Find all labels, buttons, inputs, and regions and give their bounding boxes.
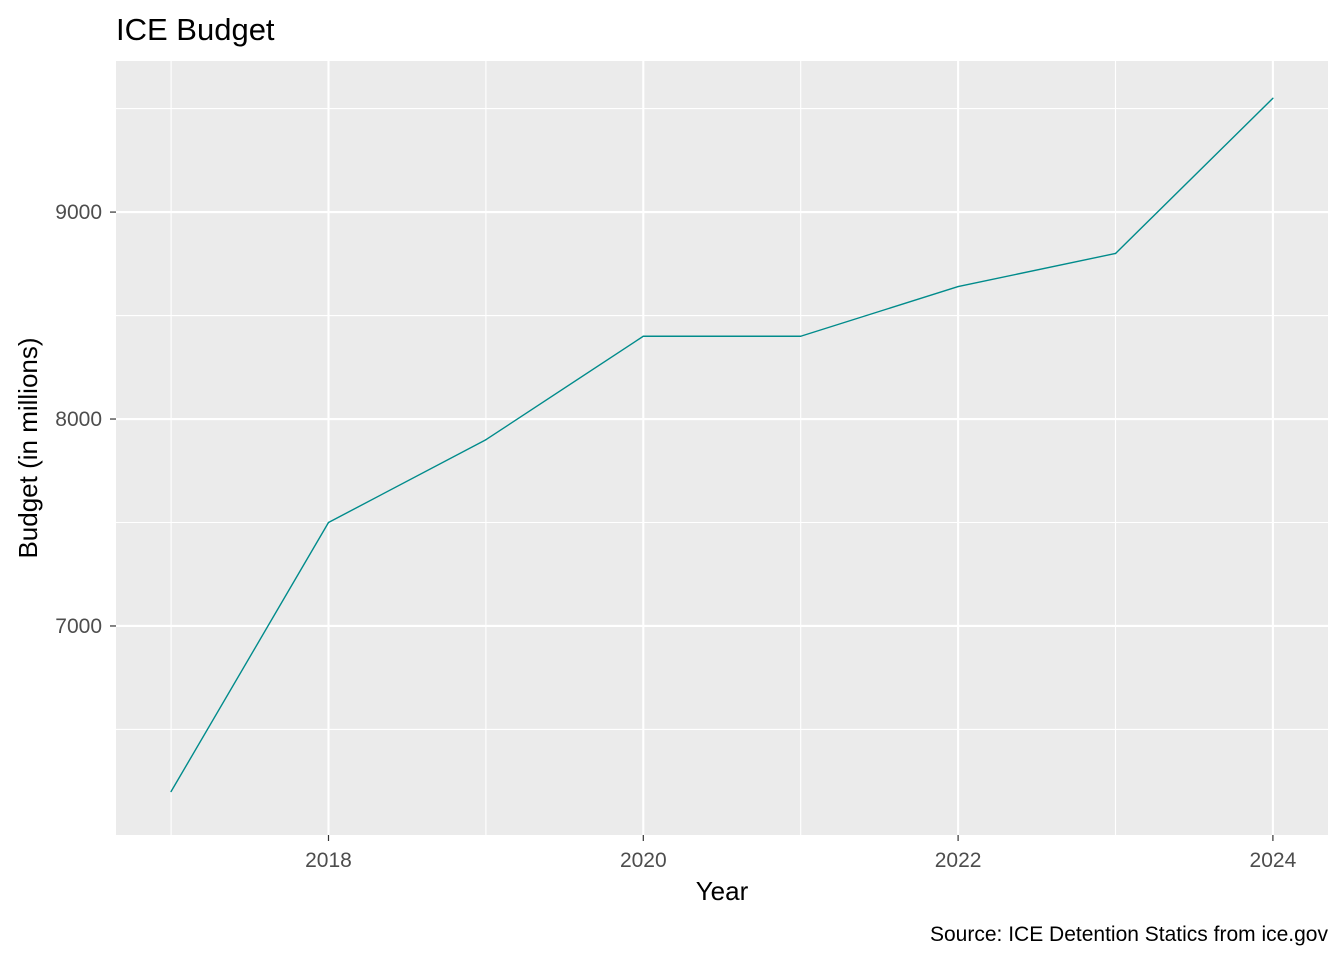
x-tick-label: 2022 bbox=[935, 849, 982, 872]
major-gridlines bbox=[116, 61, 1328, 835]
y-tick-label: 7000 bbox=[55, 615, 102, 638]
x-tick-label: 2024 bbox=[1250, 849, 1297, 872]
budget-line-segment bbox=[1114, 97, 1274, 255]
budget-line-segment bbox=[170, 521, 330, 793]
y-tick-label: 8000 bbox=[55, 408, 102, 431]
chart-caption: Source: ICE Detention Statics from ice.g… bbox=[930, 923, 1329, 946]
budget-line-segment bbox=[327, 439, 487, 524]
x-tick-label: 2020 bbox=[620, 849, 667, 872]
y-axis: 7000 8000 9000 bbox=[55, 201, 116, 638]
x-axis-title: Year bbox=[696, 876, 749, 906]
x-axis: 2018 2020 2022 2024 bbox=[305, 835, 1297, 872]
x-tick-label: 2018 bbox=[305, 849, 352, 872]
plot-panel bbox=[116, 61, 1328, 835]
y-tick-label: 9000 bbox=[55, 201, 102, 224]
budget-line-segment bbox=[957, 252, 1117, 288]
minor-gridlines bbox=[116, 61, 1328, 835]
chart-title: ICE Budget bbox=[116, 12, 275, 47]
budget-line-segment bbox=[485, 335, 644, 441]
series-layer bbox=[170, 97, 1274, 793]
y-axis-title: Budget (in millions) bbox=[13, 337, 43, 558]
budget-line-segment bbox=[800, 285, 959, 337]
